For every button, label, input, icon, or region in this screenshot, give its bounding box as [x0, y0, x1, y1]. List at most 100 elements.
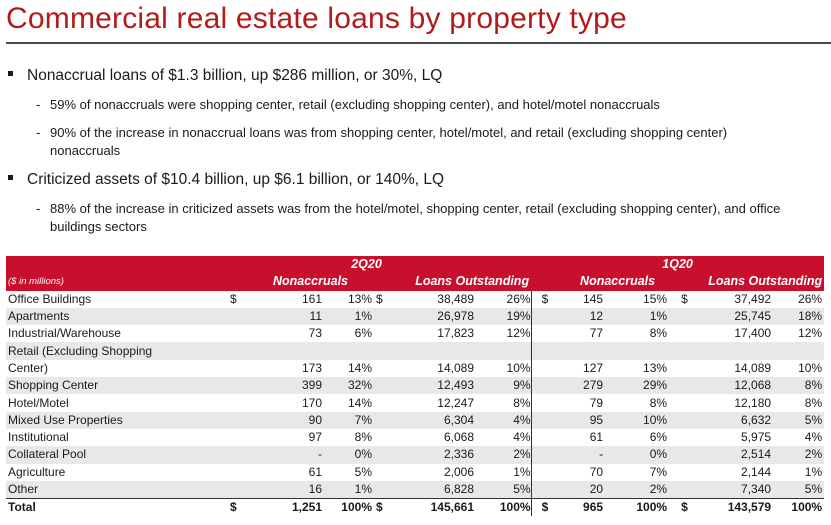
nonaccruals-2q20-value: 90 — [252, 411, 322, 429]
nonaccruals-1q20-value: 70 — [589, 464, 604, 479]
loans-1q20-value: 25,745 — [689, 307, 772, 326]
currency-symbol — [372, 429, 392, 446]
currency-symbol — [372, 377, 392, 395]
nonaccruals-1q20-pct: 100% — [603, 497, 668, 516]
empty-cell — [603, 342, 668, 360]
cre-loans-table: 2Q20 1Q20 ($ in millions) Nonaccruals Lo… — [6, 256, 825, 516]
loans-1q20-pct: 10% — [798, 360, 823, 375]
loans-2q20-pct: 19% — [474, 307, 532, 326]
currency-symbol — [530, 428, 558, 447]
loans-2q20-value: 14,089 — [437, 360, 474, 375]
currency-symbol — [530, 446, 558, 464]
nonaccruals-2q20-pct: 5% — [354, 464, 372, 479]
currency-symbol — [667, 480, 690, 499]
loans-1q20-pct: 12% — [798, 326, 823, 341]
currency-symbol — [530, 325, 558, 343]
nonaccruals-1q20-value: 127 — [583, 360, 604, 375]
loans-2q20-value: 2,006 — [443, 464, 474, 479]
currency-symbol — [667, 429, 689, 446]
sub-bullet-text: 59% of nonaccruals were shopping center,… — [50, 97, 660, 112]
nonaccruals-2q20-pct: 8% — [354, 430, 372, 445]
bullet-square-icon — [8, 71, 13, 77]
currency-symbol — [667, 464, 689, 481]
loans-2q20-value: 6,304 — [392, 411, 474, 429]
row-label: Mixed Use Properties — [6, 411, 212, 429]
empty-cell — [689, 342, 772, 360]
nonaccruals-1q20-value: 95 — [557, 411, 604, 429]
loans-1q20-pct: 8% — [804, 395, 823, 410]
col-header-loans-2q20: Loans Outstanding — [372, 273, 532, 291]
empty-cell — [557, 342, 604, 360]
nonaccruals-1q20-pct: 13% — [643, 360, 668, 375]
empty-cell — [392, 342, 474, 360]
bullet-criticized: Criticized assets of $10.4 billion, up $… — [8, 171, 444, 189]
loans-1q20-pct: 4% — [804, 430, 823, 445]
currency-symbol: $ — [230, 291, 237, 306]
period-header-2q20: 2Q20 — [6, 256, 532, 274]
nonaccruals-1q20-pct: 15% — [643, 291, 668, 306]
currency-symbol — [212, 464, 252, 481]
currency-symbol: $ — [530, 290, 558, 308]
table-row: Shopping Center 399 32% 12,493 9% 279 29% 12,06… — [6, 377, 825, 395]
currency-symbol — [372, 325, 392, 342]
loans-1q20-pct: 8% — [771, 377, 825, 395]
currency-symbol — [530, 359, 558, 378]
loans-2q20-pct: 12% — [506, 326, 531, 341]
loans-2q20-pct: 4% — [474, 411, 532, 429]
nonaccruals-1q20-value: - — [557, 446, 604, 464]
nonaccruals-2q20-pct: 100% — [322, 497, 372, 516]
row-label: Other — [6, 480, 212, 499]
nonaccruals-2q20-value: 1,251 — [252, 497, 322, 516]
column-header-row: ($ in millions) Nonaccruals Loans Outsta… — [6, 273, 825, 291]
bullet-nonaccrual: Nonaccrual loans of $1.3 billion, up $28… — [8, 67, 442, 85]
loans-2q20-value: 12,247 — [437, 395, 474, 410]
loans-1q20-value: 6,632 — [689, 411, 772, 429]
empty-cell — [771, 342, 825, 360]
row-label: Shopping Center — [6, 377, 212, 395]
page-title: Commercial real estate loans by property… — [6, 2, 627, 35]
loans-1q20-value: 14,089 — [734, 360, 772, 375]
currency-symbol — [667, 394, 689, 411]
nonaccruals-1q20-pct: 10% — [603, 411, 668, 429]
currency-symbol — [530, 463, 558, 481]
nonaccruals-2q20-pct: 1% — [322, 307, 372, 326]
currency-symbol — [530, 411, 558, 429]
nonaccruals-2q20-pct: 6% — [354, 326, 372, 341]
currency-symbol — [372, 307, 392, 326]
nonaccruals-1q20-value: 279 — [557, 377, 604, 395]
empty-cell — [322, 342, 372, 360]
currency-symbol — [212, 480, 252, 499]
dash-icon: - — [36, 201, 41, 216]
loans-1q20-value: 2,514 — [689, 446, 772, 464]
nonaccruals-2q20-pct: 7% — [322, 411, 372, 429]
empty-cell — [667, 342, 690, 360]
loans-1q20-value: 12,068 — [689, 377, 772, 395]
sub-bullet-text: 90% of the increase in nonaccrual loans … — [50, 125, 728, 158]
nonaccruals-1q20-value: 61 — [589, 430, 604, 445]
loans-1q20-pct: 2% — [771, 446, 825, 464]
loans-1q20-value: 37,492 — [734, 291, 772, 306]
currency-symbol — [372, 394, 392, 411]
currency-symbol — [667, 411, 690, 429]
loans-2q20-value: 17,823 — [437, 326, 474, 341]
nonaccruals-1q20-pct: 1% — [603, 307, 668, 326]
nonaccruals-1q20-value: 12 — [557, 307, 604, 326]
empty-cell — [474, 342, 532, 360]
currency-symbol: $ — [667, 497, 690, 516]
nonaccruals-2q20-pct: 1% — [322, 480, 372, 499]
loans-1q20-value: 2,144 — [741, 464, 772, 479]
nonaccruals-1q20-value: 77 — [589, 326, 604, 341]
nonaccruals-2q20-value: 11 — [252, 307, 322, 326]
currency-symbol — [212, 394, 252, 411]
loans-2q20-pct: 26% — [506, 291, 531, 306]
col-header-nonaccruals-2q20: Nonaccruals — [212, 273, 372, 291]
nonaccruals-1q20-pct: 7% — [649, 464, 668, 479]
row-label: Total — [6, 497, 212, 516]
sub-bullet: - 88% of the increase in criticized asse… — [36, 200, 821, 236]
row-label: Retail (Excluding Shopping — [6, 342, 212, 360]
currency-symbol — [212, 360, 252, 377]
unit-label: ($ in millions) — [6, 273, 212, 291]
nonaccruals-2q20-value: 16 — [252, 480, 322, 499]
currency-symbol — [530, 377, 558, 395]
currency-symbol — [667, 377, 690, 395]
